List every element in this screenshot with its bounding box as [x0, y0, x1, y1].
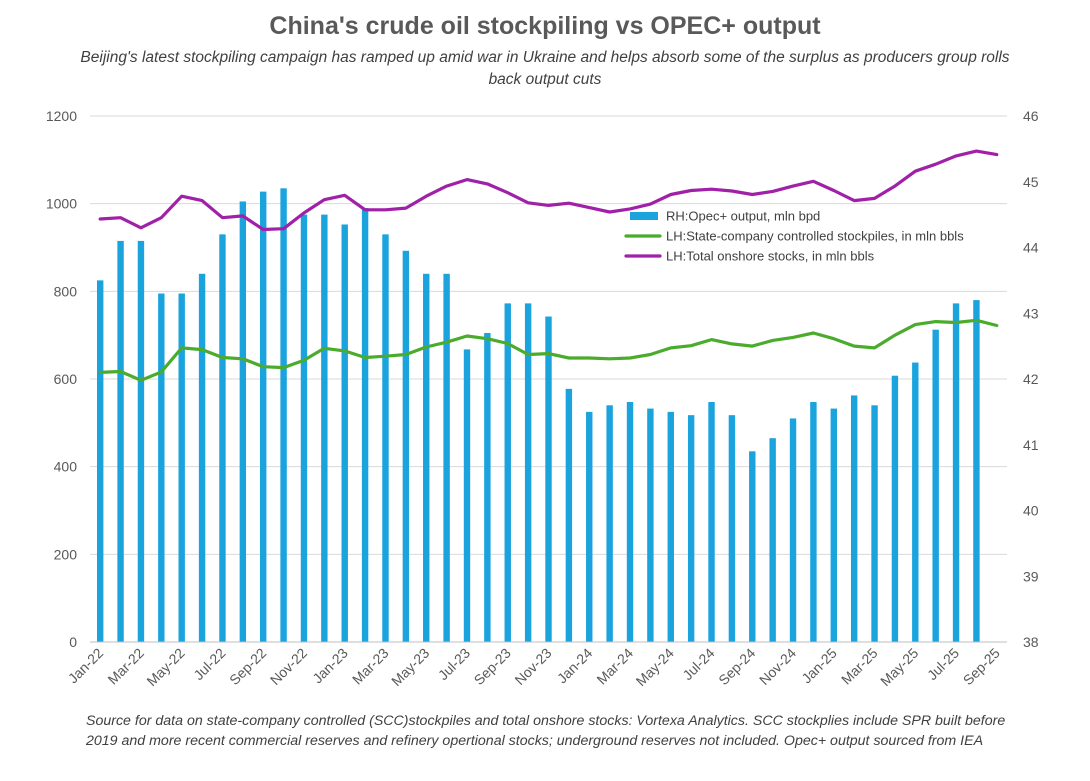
- bar: [830, 408, 837, 642]
- bar: [891, 375, 899, 642]
- y-left-tick-label: 1000: [46, 196, 77, 212]
- x-tick-label: Sep-24: [715, 645, 758, 688]
- bar: [708, 402, 715, 642]
- bar: [137, 240, 145, 643]
- y-right-tick-label: 45: [1023, 174, 1039, 190]
- x-tick-label: Sep-25: [960, 645, 1003, 688]
- bar: [504, 303, 511, 642]
- chart-subtitle: Beijing's latest stockpiling campaign ha…: [80, 49, 1010, 88]
- chart-title: China's crude oil stockpiling vs OPEC+ o…: [269, 12, 821, 40]
- bar: [158, 293, 165, 642]
- bar: [647, 408, 654, 642]
- bar: [361, 208, 369, 643]
- bar-series-opec-output: [96, 188, 980, 643]
- y-left-tick-label: 200: [54, 546, 78, 562]
- y-axis-right: 38 39 40 41 42 43 44 45 46: [1023, 108, 1039, 650]
- x-tick-label: Sep-22: [226, 645, 269, 688]
- y-right-tick-label: 44: [1023, 240, 1039, 256]
- x-tick-label: Jan-25: [798, 645, 840, 687]
- source-note: Source for data on state-company control…: [86, 713, 1006, 749]
- bar: [178, 293, 185, 642]
- x-tick-label: Nov-22: [267, 645, 310, 688]
- bar: [219, 234, 226, 642]
- legend-item-opec-output-label: RH:Opec+ output, mln bpd: [666, 209, 820, 224]
- y-right-tick-label: 38: [1023, 634, 1039, 650]
- bar: [524, 303, 532, 642]
- y-right-tick-label: 43: [1023, 305, 1039, 321]
- line-total-onshore-stocks: [98, 149, 999, 232]
- x-tick-label: Mar-25: [838, 645, 881, 688]
- x-tick-label: Sep-23: [471, 645, 514, 688]
- bar: [871, 405, 878, 642]
- bar: [198, 273, 206, 642]
- x-tick-label: Jul-25: [924, 645, 962, 683]
- y-left-tick-label: 800: [54, 283, 78, 299]
- y-right-tick-label: 40: [1023, 503, 1039, 519]
- legend-item-total-onshore-stocks-label: LH:Total onshore stocks, in mln bbls: [666, 249, 875, 264]
- x-tick-label: May-24: [633, 645, 677, 689]
- x-tick-label: Jan-22: [65, 645, 107, 687]
- x-tick-label: Mar-23: [349, 645, 392, 688]
- bar: [321, 214, 328, 642]
- x-tick-label: Mar-22: [104, 645, 147, 688]
- bar: [280, 188, 287, 642]
- legend-item-opec-output-swatch: [630, 212, 658, 220]
- line-series: [98, 149, 999, 382]
- x-tick-label: Jan-23: [309, 645, 351, 687]
- bar: [973, 300, 980, 642]
- bar: [545, 316, 552, 642]
- y-right-tick-label: 46: [1023, 108, 1039, 124]
- legend: RH:Opec+ output, mln bpd LH:State-company…: [624, 209, 964, 264]
- bar: [687, 415, 695, 642]
- bar: [952, 303, 960, 642]
- bar: [117, 240, 124, 643]
- bar: [565, 388, 573, 642]
- bar: [850, 395, 858, 642]
- x-tick-label: May-25: [877, 645, 921, 689]
- y-right-tick-label: 42: [1023, 371, 1039, 387]
- bar: [300, 214, 308, 642]
- bar: [789, 418, 797, 642]
- bar: [626, 402, 634, 642]
- y-left-tick-label: 400: [54, 459, 78, 475]
- x-tick-label: Jul-24: [679, 645, 717, 683]
- bar: [586, 411, 593, 642]
- y-left-tick-label: 600: [54, 371, 78, 387]
- bar: [239, 201, 247, 642]
- x-tick-label: Mar-24: [593, 645, 636, 688]
- bar: [260, 191, 267, 643]
- bar: [667, 411, 674, 642]
- x-tick-label: Jul-23: [435, 645, 473, 683]
- bar: [912, 362, 919, 642]
- bar: [463, 349, 471, 642]
- bar: [96, 280, 104, 642]
- bar: [932, 329, 939, 642]
- bar: [749, 451, 756, 642]
- x-tick-label: Nov-23: [511, 645, 554, 688]
- bar: [402, 250, 410, 642]
- x-tick-label: May-23: [388, 645, 432, 689]
- y-left-tick-label: 1200: [46, 108, 77, 124]
- bar: [382, 234, 389, 642]
- y-axis-left: 0 200 400 600 800 1000 1200: [46, 108, 77, 650]
- y-right-tick-label: 41: [1023, 437, 1039, 453]
- bar: [341, 224, 348, 643]
- bar: [484, 332, 491, 642]
- bar: [769, 438, 776, 642]
- x-tick-label: Jan-24: [554, 645, 596, 687]
- bar: [728, 415, 736, 642]
- x-tick-label: Jul-22: [190, 645, 228, 683]
- x-tick-label: May-22: [143, 645, 187, 689]
- bar: [443, 273, 450, 642]
- y-left-tick-label: 0: [69, 634, 77, 650]
- bar: [606, 405, 613, 642]
- x-tick-label: Nov-24: [756, 645, 799, 688]
- bar: [423, 273, 430, 642]
- legend-item-state-company-stockpiles-label: LH:State-company controlled stockpiles, …: [666, 229, 964, 244]
- line-state-company-stockpiles: [98, 318, 999, 382]
- bar: [810, 402, 817, 642]
- y-right-tick-label: 39: [1023, 568, 1039, 584]
